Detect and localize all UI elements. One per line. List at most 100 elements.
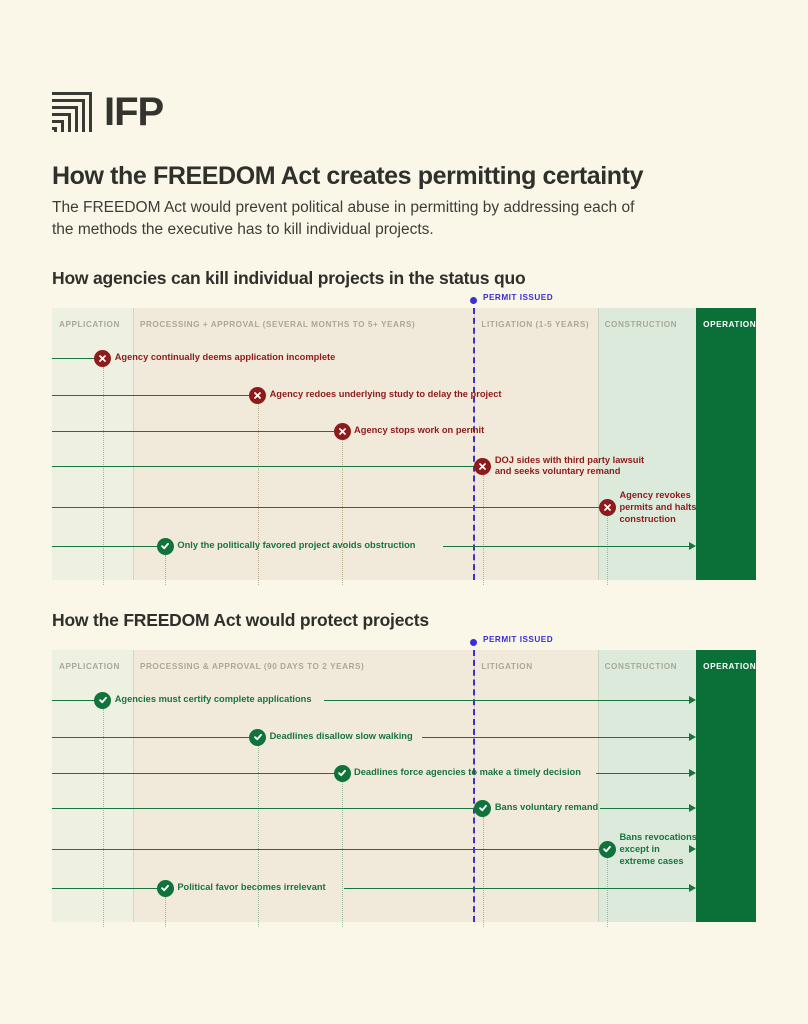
timeline-track: [52, 808, 475, 809]
node-dropline: [482, 475, 484, 585]
check-circle-icon: [249, 728, 267, 746]
timeline-track: [442, 546, 691, 547]
phase-label-processing: PROCESSING & APPROVAL (90 DAYS TO 2 YEAR…: [139, 662, 365, 671]
check-circle-icon: [598, 840, 616, 858]
permit-issued-dot: [469, 639, 477, 646]
phase-divider: [597, 650, 599, 922]
timeline-track: [323, 700, 691, 701]
phase-label-construction: CONSTRUCTION: [604, 662, 678, 671]
timeline-track: [52, 737, 250, 738]
timeline-track: [52, 546, 158, 547]
permit-issued-dot: [469, 297, 477, 304]
timeline-track: [343, 888, 691, 889]
node-dropline: [257, 404, 259, 585]
timeline-track: [599, 808, 691, 809]
timeline-track: [596, 773, 691, 774]
node-dropline: [342, 782, 344, 927]
timeline-track: [52, 466, 475, 467]
node-dropline: [482, 817, 484, 927]
event-label: Deadlines force agencies to make a timel…: [354, 767, 581, 777]
check-circle-icon: [474, 799, 492, 817]
timeline-chart-status-quo: APPLICATION PROCESSING + APPROVAL (SEVERA…: [52, 293, 757, 585]
event-label: Agency redoes underlying study to delay …: [269, 389, 502, 399]
event-label: Only the politically favored project avo…: [177, 540, 416, 550]
x-circle-icon: [249, 386, 267, 404]
phase-divider: [132, 308, 134, 580]
phase-column-application: [52, 650, 133, 922]
phase-column-operation: [696, 308, 756, 580]
check-circle-icon: [333, 764, 351, 782]
event-label: DOJ sides with third party lawsuit and s…: [494, 454, 645, 477]
node-dropline: [165, 555, 167, 585]
timeline-track: [52, 431, 335, 432]
phase-label-litigation: LITIGATION: [481, 662, 533, 671]
permit-issued-line: [472, 308, 475, 580]
event-label: Agency continually deems application inc…: [114, 352, 336, 362]
node-dropline: [342, 440, 344, 585]
node-dropline: [102, 367, 104, 585]
timeline-track: [421, 737, 691, 738]
timeline-arrowhead: [689, 732, 697, 741]
event-label: Bans revocations except in extreme cases: [619, 832, 697, 866]
phase-label-operation: OPERATION: [703, 320, 757, 329]
phase-label-operation: OPERATION: [703, 662, 757, 671]
x-circle-icon: [333, 422, 351, 440]
node-dropline: [607, 858, 609, 927]
event-label: Agency revokes permits and halts constru…: [619, 490, 697, 524]
x-circle-icon: [598, 498, 616, 516]
timeline-track: [52, 358, 95, 359]
phase-column-construction: [597, 308, 697, 580]
phase-label-application: APPLICATION: [59, 662, 120, 671]
node-dropline: [257, 746, 259, 927]
phase-label-construction: CONSTRUCTION: [604, 320, 678, 329]
permit-issued-label: PERMIT ISSUED: [482, 293, 554, 302]
permit-issued-label: PERMIT ISSUED: [482, 635, 554, 644]
phase-column-construction: [597, 650, 697, 922]
nested-corners-logo-icon: [52, 92, 92, 132]
phase-column-operation: [696, 650, 756, 922]
phase-label-application: APPLICATION: [59, 320, 120, 329]
check-circle-icon: [156, 879, 174, 897]
event-label: Agencies must certify complete applicati…: [114, 694, 312, 704]
timeline-arrowhead: [689, 883, 697, 892]
phase-column-application: [52, 308, 133, 580]
page-subtitle: The FREEDOM Act would prevent political …: [52, 199, 635, 238]
timeline-track: [52, 773, 335, 774]
chart-2-title: How the FREEDOM Act would protect projec…: [52, 610, 429, 630]
phase-divider: [132, 650, 134, 922]
timeline-arrowhead: [689, 768, 697, 777]
event-label: Political favor becomes irrelevant: [177, 882, 326, 892]
chart-1-title: How agencies can kill individual project…: [52, 268, 526, 288]
x-circle-icon: [94, 349, 112, 367]
phase-label-litigation: LITIGATION (1-5 YEARS): [481, 320, 590, 329]
timeline-track: [52, 507, 600, 508]
x-circle-icon: [474, 457, 492, 475]
phase-label-processing: PROCESSING + APPROVAL (SEVERAL MONTHS TO…: [139, 320, 416, 329]
event-label: Agency stops work on permit: [354, 425, 485, 435]
timeline-arrowhead: [689, 803, 697, 812]
node-dropline: [102, 709, 104, 927]
phase-column-processing: [132, 650, 475, 922]
event-label: Deadlines disallow slow walking: [269, 731, 413, 741]
phase-column-litigation: [474, 650, 598, 922]
check-circle-icon: [156, 537, 174, 555]
page-title: How the FREEDOM Act creates permitting c…: [52, 162, 644, 190]
timeline-arrowhead: [689, 844, 697, 853]
timeline-arrowhead: [689, 695, 697, 704]
timeline-track: [52, 700, 95, 701]
brand-logo: IFP: [52, 90, 164, 134]
event-label: Bans voluntary remand: [494, 802, 599, 812]
phase-column-processing: [132, 308, 475, 580]
timeline-arrowhead: [689, 541, 697, 550]
timeline-track: [52, 395, 250, 396]
phase-column-litigation: [474, 308, 598, 580]
brand-name: IFP: [104, 90, 164, 134]
timeline-track: [52, 849, 600, 850]
node-dropline: [607, 516, 609, 585]
timeline-chart-freedom-act: APPLICATION PROCESSING & APPROVAL (90 DAY…: [52, 635, 757, 927]
node-dropline: [165, 897, 167, 927]
check-circle-icon: [94, 691, 112, 709]
timeline-track: [52, 888, 158, 889]
permit-issued-line: [472, 650, 475, 922]
